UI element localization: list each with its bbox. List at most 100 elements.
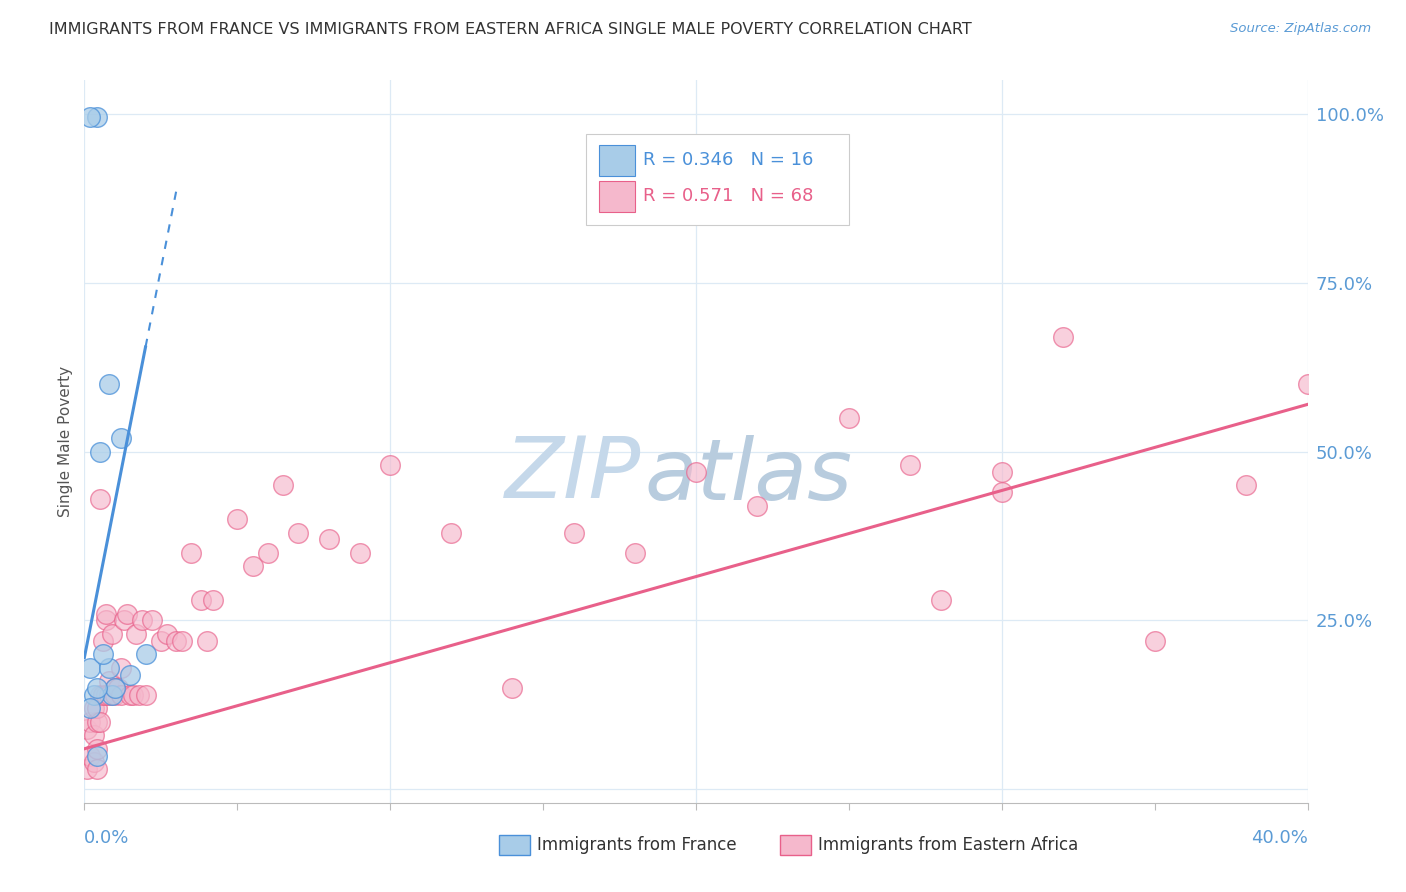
Text: R = 0.571   N = 68: R = 0.571 N = 68 — [644, 187, 814, 205]
Point — [991, 465, 1014, 479]
Point — [180, 546, 202, 560]
Point — [685, 465, 707, 479]
Text: atlas: atlas — [644, 434, 852, 517]
Point — [89, 444, 111, 458]
Text: IMMIGRANTS FROM FRANCE VS IMMIGRANTS FROM EASTERN AFRICA SINGLE MALE POVERTY COR: IMMIGRANTS FROM FRANCE VS IMMIGRANTS FRO… — [49, 22, 972, 37]
Point — [172, 633, 194, 648]
Point — [287, 525, 309, 540]
Point — [89, 688, 111, 702]
Point — [89, 714, 111, 729]
Point — [502, 681, 524, 695]
Text: 0.0%: 0.0% — [84, 829, 129, 847]
Point — [141, 614, 163, 628]
Point — [94, 607, 117, 621]
Point — [318, 533, 340, 547]
Point — [101, 688, 124, 702]
Point — [125, 627, 148, 641]
Bar — [780, 835, 811, 855]
Point — [112, 614, 135, 628]
Point — [1236, 478, 1258, 492]
Point — [349, 546, 371, 560]
Point — [380, 458, 402, 472]
Point — [89, 491, 111, 506]
Text: 40.0%: 40.0% — [1251, 829, 1308, 847]
Point — [929, 593, 952, 607]
Point — [79, 748, 101, 763]
Point — [86, 111, 108, 125]
Point — [91, 647, 114, 661]
Point — [97, 661, 120, 675]
Point — [115, 607, 138, 621]
Point — [838, 411, 860, 425]
Point — [86, 762, 108, 776]
Point — [131, 614, 153, 628]
Point — [110, 431, 132, 445]
Point — [79, 111, 101, 125]
Point — [195, 633, 218, 648]
Point — [79, 661, 101, 675]
Point — [94, 614, 117, 628]
Point — [624, 546, 647, 560]
Point — [898, 458, 921, 472]
Point — [79, 714, 101, 729]
Point — [257, 546, 280, 560]
Point — [562, 525, 585, 540]
Point — [149, 633, 172, 648]
Point — [120, 688, 142, 702]
Point — [104, 681, 127, 695]
Text: ZIP: ZIP — [505, 433, 641, 516]
Point — [120, 667, 142, 681]
Point — [97, 674, 120, 689]
Point — [1143, 633, 1166, 648]
Point — [76, 722, 98, 736]
Point — [107, 681, 129, 695]
Point — [190, 593, 212, 607]
Point — [135, 647, 157, 661]
Point — [83, 688, 105, 702]
Point — [91, 633, 114, 648]
Point — [1296, 377, 1319, 392]
FancyBboxPatch shape — [586, 135, 849, 225]
Point — [747, 499, 769, 513]
Point — [86, 701, 108, 715]
Point — [165, 633, 187, 648]
FancyBboxPatch shape — [599, 181, 636, 211]
FancyBboxPatch shape — [599, 145, 636, 176]
Point — [83, 756, 105, 770]
Text: Immigrants from France: Immigrants from France — [537, 836, 737, 854]
Point — [104, 688, 127, 702]
Point — [128, 688, 150, 702]
Point — [1052, 330, 1074, 344]
Text: Source: ZipAtlas.com: Source: ZipAtlas.com — [1230, 22, 1371, 36]
Point — [83, 701, 105, 715]
Text: Immigrants from Eastern Africa: Immigrants from Eastern Africa — [818, 836, 1078, 854]
Point — [83, 728, 105, 742]
Point — [226, 512, 249, 526]
Point — [91, 688, 114, 702]
Point — [135, 688, 157, 702]
Bar — [499, 835, 530, 855]
Point — [79, 701, 101, 715]
Point — [440, 525, 463, 540]
Point — [91, 688, 114, 702]
Point — [101, 627, 124, 641]
Point — [86, 748, 108, 763]
Point — [104, 681, 127, 695]
Point — [122, 688, 145, 702]
Point — [86, 714, 108, 729]
Point — [201, 593, 224, 607]
Point — [110, 688, 132, 702]
Point — [271, 478, 294, 492]
Point — [242, 559, 264, 574]
Point — [991, 485, 1014, 500]
Point — [86, 681, 108, 695]
Point — [156, 627, 179, 641]
Point — [76, 762, 98, 776]
Y-axis label: Single Male Poverty: Single Male Poverty — [58, 366, 73, 517]
Point — [97, 688, 120, 702]
Point — [97, 377, 120, 392]
Point — [94, 688, 117, 702]
Text: R = 0.346   N = 16: R = 0.346 N = 16 — [644, 151, 814, 169]
Point — [86, 741, 108, 756]
Point — [110, 661, 132, 675]
